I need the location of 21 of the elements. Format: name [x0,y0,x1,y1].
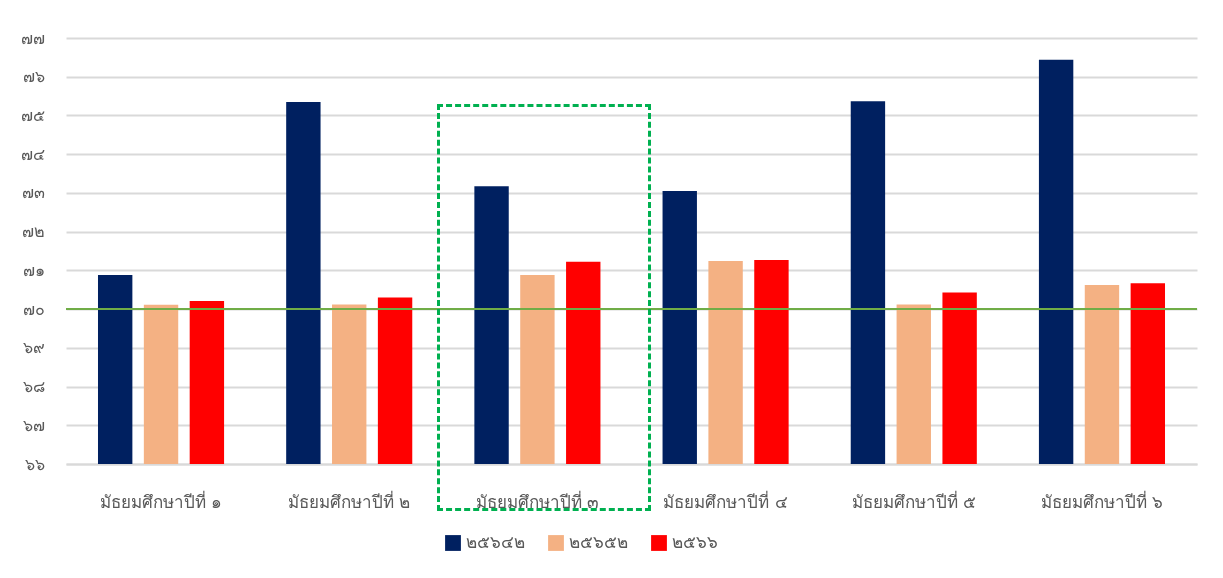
x-tick-label: มัธยมศึกษาปีที่ ๓ [475,489,600,512]
y-tick-label: ๗๐ [22,299,45,319]
y-tick-label: ๗๓ [21,183,45,203]
y-tick-label: ๖๘ [22,377,45,397]
y-tick-label: ๗๑ [22,260,45,280]
y-tick-label: ๖๙ [22,338,45,358]
x-tick-label: มัธยมศึกษาปีที่ ๔ [663,489,788,512]
legend-label: ๒๕๖๔๒ [466,532,525,552]
y-tick-label: ๖๗ [22,415,45,435]
y-tick-label: ๗๖ [22,67,45,87]
y-tick-label: ๗๕ [20,105,45,125]
y-tick-label: ๗๒ [21,222,45,242]
y-tick-label: ๗๗ [20,28,45,48]
x-tick-label: มัธยมศึกษาปีที่ ๕ [851,489,976,512]
y-tick-label: ๖๖ [24,454,45,474]
legend-label: ๒๕๖๖ [672,532,718,552]
x-tick-label: มัธยมศึกษาปีที่ ๒ [288,489,411,512]
x-tick-label: มัธยมศึกษาปีที่ ๑ [99,489,223,512]
legend-label: ๒๕๖๕๒ [569,532,628,552]
y-tick-label: ๗๔ [20,144,45,164]
x-tick-label: มัธยมศึกษาปีที่ ๖ [1040,489,1164,512]
